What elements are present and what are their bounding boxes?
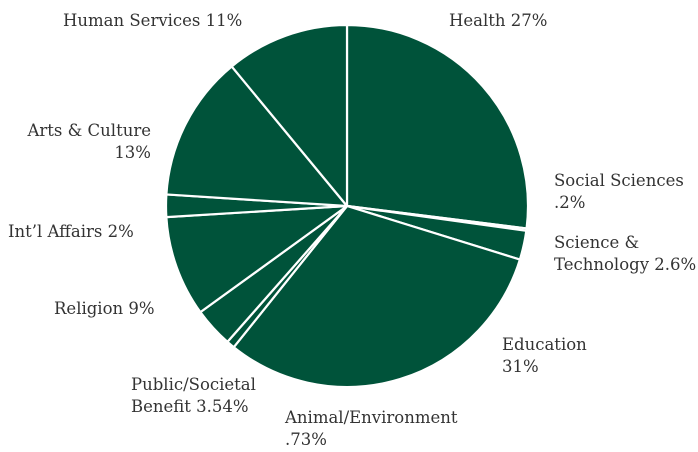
slice-label-arts-culture: Arts & Culture 13% [27,121,151,162]
slice-label-health: Health 27% [449,11,548,30]
slice-label-public-societal-benefit: Public/Societal Benefit 3.54% [131,375,256,416]
pie-slice-education [232,204,521,389]
slice-label-social-sciences: Social Sciences .2% [554,171,684,212]
pie-slice-human-services [230,23,349,208]
slice-label-education: Education 31% [502,335,587,376]
pie-slice-religion [165,204,349,314]
slice-label-intl-affairs: Int’l Affairs 2% [8,222,134,241]
slice-label-human-services: Human Services 11% [63,11,243,30]
slice-label-science-technology: Science & Technology 2.6% [554,233,697,274]
pie-slice-health [345,23,530,230]
slice-label-animal-environment: Animal/Environment .73% [285,408,458,449]
slice-label-religion: Religion 9% [54,299,155,318]
pie-slice-arts-culture [165,65,349,208]
